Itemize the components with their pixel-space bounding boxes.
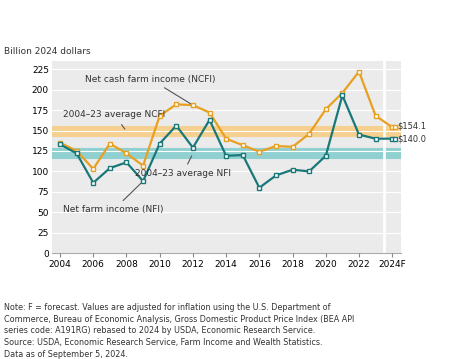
Text: Billion 2024 dollars: Billion 2024 dollars — [4, 47, 91, 56]
Text: $154.1: $154.1 — [397, 122, 426, 131]
Text: Note: F = forecast. Values are adjusted for inflation using the U.S. Department : Note: F = forecast. Values are adjusted … — [4, 303, 355, 359]
Text: 2004–23 average NFI: 2004–23 average NFI — [135, 156, 231, 178]
Text: U.S. net farm income and net cash farm income, inflation
adjusted, 2004–24F: U.S. net farm income and net cash farm i… — [7, 13, 378, 37]
Text: Net farm income (NFI): Net farm income (NFI) — [63, 183, 164, 214]
Text: 2004–23 average NCFI: 2004–23 average NCFI — [63, 111, 166, 129]
Text: $140.0: $140.0 — [397, 135, 426, 144]
Text: Net cash farm income (NCFI): Net cash farm income (NCFI) — [85, 75, 216, 104]
